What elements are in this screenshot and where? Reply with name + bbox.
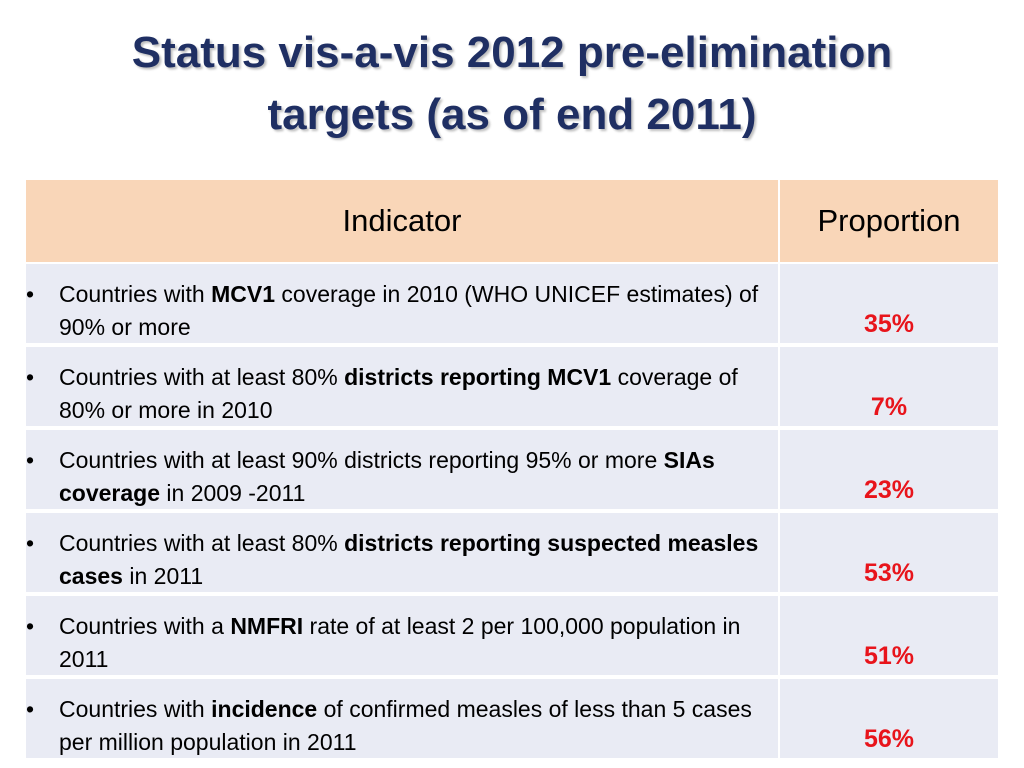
table-row: • Countries with at least 80% districts … — [26, 511, 998, 592]
proportion-cell: 56% — [778, 679, 998, 758]
indicator-text: Countries with at least 80% — [59, 530, 345, 556]
table-row: • Countries with at least 80% districts … — [26, 345, 998, 426]
indicator-highlight: districts reporting suspected measles ca… — [59, 530, 759, 589]
indicator-cell: • Countries with at least 90% districts … — [26, 430, 778, 509]
bullet: • — [26, 364, 35, 390]
bullet: • — [26, 696, 35, 722]
bullet: • — [26, 447, 35, 473]
indicator-text: Countries with at least 80% — [59, 364, 345, 390]
indicator-text: in 2011 — [122, 563, 204, 589]
indicator-highlight: districts reporting MCV1 — [344, 364, 612, 390]
proportion-cell: 53% — [778, 513, 998, 592]
indicator-highlight: MCV1 — [211, 281, 276, 307]
proportion-cell: 51% — [778, 596, 998, 675]
proportion-cell: 7% — [778, 347, 998, 426]
indicator-cell: • Countries with incidence of confirmed … — [26, 679, 778, 758]
header-proportion: Proportion — [778, 180, 998, 262]
indicator-text: rate of at least 2 per 100,000 populatio… — [59, 613, 741, 672]
indicator-text: Countries with a — [59, 613, 231, 639]
table-row: • Countries with MCV1 coverage in 2010 (… — [26, 262, 998, 343]
proportion-cell: 23% — [778, 430, 998, 509]
indicator-cell: • Countries with at least 80% districts … — [26, 513, 778, 592]
indicator-cell: • Countries with MCV1 coverage in 2010 (… — [26, 264, 778, 343]
proportion-cell: 35% — [778, 264, 998, 343]
indicator-cell: • Countries with at least 80% districts … — [26, 347, 778, 426]
indicator-text: coverage of 80% or more in 2010 — [59, 364, 738, 423]
table-row: • Countries with at least 90% districts … — [26, 428, 998, 509]
indicator-text: in 2009 -2011 — [160, 480, 306, 506]
header-indicator: Indicator — [342, 203, 462, 238]
bullet: • — [26, 281, 35, 307]
indicator-highlight: NMFRI — [230, 613, 304, 639]
indicator-text: Countries with at least 90% districts re… — [59, 447, 664, 473]
title-line-1: Status vis-a-vis 2012 pre-elimination — [131, 28, 893, 77]
indicator-text: Countries with — [59, 281, 212, 307]
indicator-highlight: SIAs coverage — [59, 447, 715, 506]
table-row: • Countries with incidence of confirmed … — [26, 677, 998, 758]
bullet: • — [26, 530, 35, 556]
indicator-text: Countries with — [59, 696, 212, 722]
title-line-2: targets (as of end 2011) — [267, 90, 757, 139]
bullet: • — [26, 613, 35, 639]
indicator-cell: • Countries with a NMFRI rate of at leas… — [26, 596, 778, 675]
table-row: • Countries with a NMFRI rate of at leas… — [26, 594, 998, 675]
table-header-row: Indicator Proportion — [26, 180, 998, 262]
indicator-text: coverage in 2010 (WHO UNICEF estimates) … — [59, 281, 759, 340]
indicator-highlight: incidence — [211, 696, 318, 722]
indicator-table: Indicator Proportion • Countries with MC… — [26, 180, 998, 760]
slide-title: Status vis-a-vis 2012 pre-elimination ta… — [0, 22, 1024, 146]
indicator-text: of confirmed measles of less than 5 case… — [59, 696, 752, 755]
